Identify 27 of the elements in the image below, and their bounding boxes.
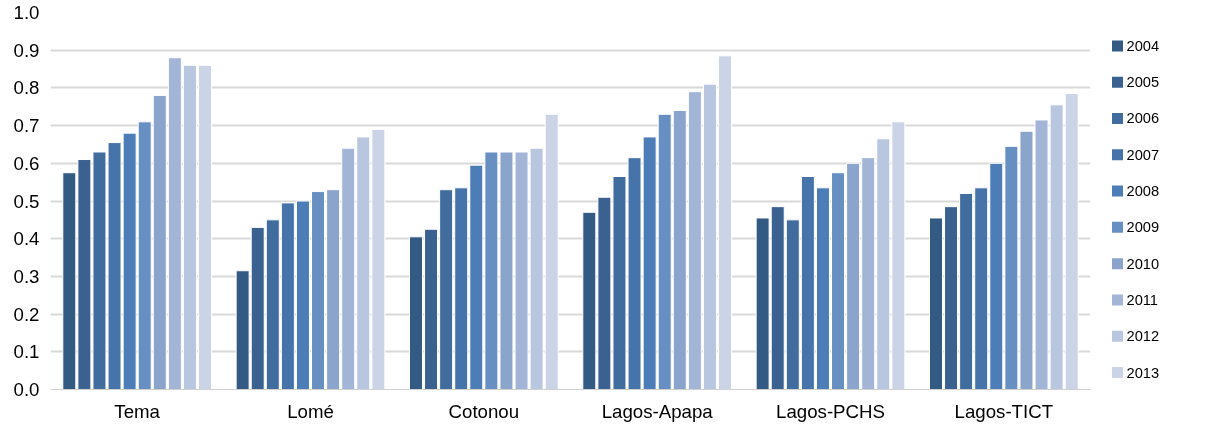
x-tick-label: Lomé: [287, 400, 334, 422]
legend-label: 2009: [1126, 219, 1160, 236]
legend-label: 2004: [1126, 37, 1160, 54]
legend-label: 2006: [1126, 110, 1160, 127]
y-tick-label: 0.6: [13, 152, 40, 174]
y-tick-label: 1.0: [13, 2, 40, 23]
x-tick-label: Lagos-PCHS: [776, 400, 885, 422]
x-tick-label: Lagos-TICT: [954, 400, 1054, 422]
y-tick-label: 0.7: [13, 115, 40, 137]
legend-label: 2007: [1126, 146, 1160, 163]
y-tick-label: 0.8: [13, 77, 40, 99]
y-tick-label: 0.1: [13, 341, 40, 363]
legend-label: 2012: [1126, 328, 1160, 345]
y-tick-label: 0.9: [13, 39, 40, 61]
legend-label: 2005: [1126, 74, 1160, 91]
y-tick-label: 0.4: [13, 228, 40, 250]
legend-label: 2010: [1126, 255, 1160, 272]
x-tick-label: Lagos-Apapa: [601, 400, 714, 422]
y-tick-label: 0.0: [13, 379, 40, 400]
legend-label: 2008: [1126, 183, 1160, 200]
y-tick-label: 0.5: [13, 190, 40, 212]
y-tick-label: 0.3: [13, 265, 40, 287]
x-tick-label: Cotonou: [448, 400, 520, 422]
x-tick-label: Tema: [114, 400, 161, 422]
y-tick-label: 0.2: [13, 303, 40, 325]
legend-label: 2011: [1126, 291, 1159, 308]
legend-label: 2013: [1126, 364, 1160, 381]
